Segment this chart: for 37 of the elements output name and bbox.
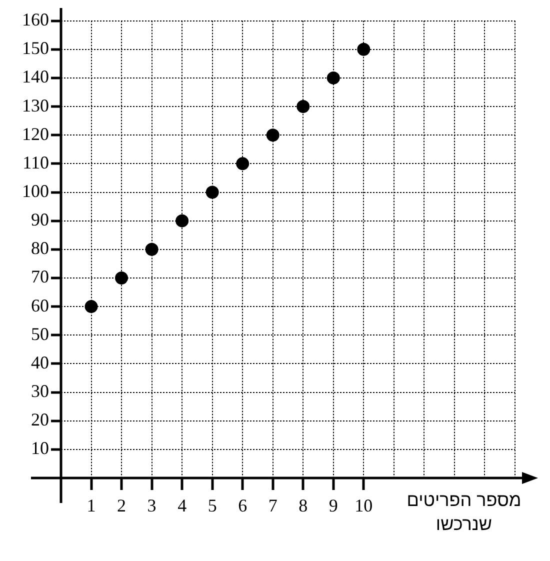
point: [84, 300, 98, 314]
point: [176, 214, 189, 228]
x-tick-label: 7: [268, 496, 278, 516]
x-tick-label: 1: [86, 496, 96, 516]
y-tick-label: 60: [31, 295, 49, 316]
y-tick-label: 110: [22, 152, 49, 172]
point: [115, 271, 128, 284]
y-tick-label: 70: [31, 266, 49, 287]
x-tick-label: 6: [238, 496, 248, 516]
y-tick-label: 130: [22, 95, 49, 116]
y-tick-label: 150: [22, 38, 49, 58]
point: [296, 100, 310, 114]
x-tick-label: 2: [117, 496, 126, 516]
y-tick-label: 120: [22, 124, 49, 144]
point: [206, 186, 219, 199]
x-axis-title: מספר הפריטים שנרכשו: [406, 489, 522, 536]
y-tick-label: 140: [22, 66, 49, 87]
point: [326, 71, 340, 84]
y-tick-label: 50: [31, 324, 49, 344]
y-tick-label: 100: [22, 180, 49, 201]
y-tick-label: 160: [22, 10, 49, 30]
y-tick-label: 20: [31, 410, 49, 430]
y-tick-label: 80: [31, 238, 49, 258]
x-tick-label: 5: [208, 496, 217, 516]
point: [266, 128, 280, 142]
y-tick-label: 30: [31, 381, 49, 402]
x-tick-label: 9: [328, 496, 338, 516]
x-tick-label: 10: [354, 496, 373, 516]
y-tick-label: 40: [31, 352, 49, 372]
x-tick-label: 4: [178, 496, 187, 516]
y-tick-label: 90: [31, 210, 49, 230]
point: [236, 157, 250, 170]
point: [145, 242, 158, 256]
point: [357, 42, 370, 56]
x-tick-label: 3: [147, 496, 156, 516]
y-tick-label: 10: [31, 438, 49, 458]
x-tick-label: 8: [298, 496, 308, 516]
